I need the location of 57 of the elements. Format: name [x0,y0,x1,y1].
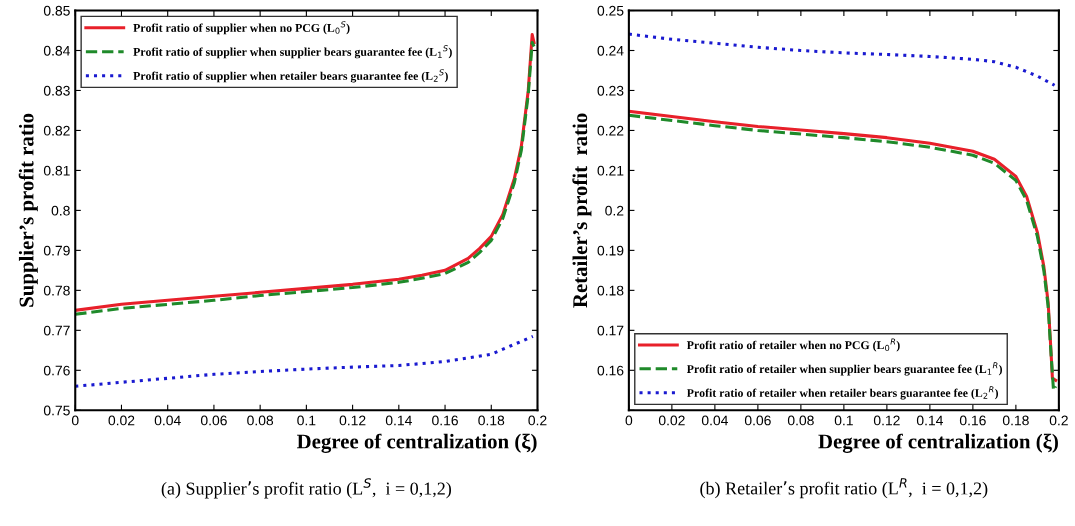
y-tick-label: 0.23 [597,85,624,96]
x-tick-label: 0.2 [1049,415,1068,426]
text: (a) Supplier’s profit ratio (L$^{S}$, i = 0,1,2) [161,478,452,499]
x-axis-title: Degree of centralization (ξ) [296,433,537,453]
y-tick-label: 0.82 [43,125,70,136]
legend-label: Profit ratio of retailer when supplier bears guarantee fee (L$_{1}$$^{R}$) [686,362,1002,376]
y-tick-label: 0.76 [43,365,70,376]
y-tick-label: 0.84 [43,45,70,56]
x-tick-label: 0.18 [1002,415,1029,426]
x-tick-label: 0.04 [701,415,728,426]
y-tick-label: 0.78 [43,285,70,296]
x-tick-label: 0.14 [385,415,412,426]
y-tick-label: 0.16 [597,365,624,376]
x-tick-label: 0.1 [834,415,853,426]
x-tick-label: 0.1 [297,415,316,426]
y-tick-label: 0.85 [43,5,70,16]
x-tick-label: 0.2 [528,415,547,426]
x-tick-label: 0.12 [339,415,366,426]
legend-label: Profit ratio of supplier when no PCG (L$_{0}$$^{S}$) [133,21,350,35]
y-tick-label: 0.2 [605,205,624,216]
x-axis-title: Degree of centralization (ξ) [818,433,1058,453]
x-tick-label: 0.06 [744,415,771,426]
x-tick-label: 0.02 [658,415,685,426]
x-tick-label: 0.02 [108,415,135,426]
x-tick-label: 0.08 [787,415,814,426]
y-tick-label: 0.25 [597,5,624,16]
legend-label: Profit ratio of supplier when retailer bears guarantee fee (L$_{2}$$^{S}$) [133,69,448,83]
y-tick-label: 0.8 [51,205,70,216]
x-tick-label: 0.06 [200,415,227,426]
legend-label: Profit ratio of retailer when no PCG (L$_{0}$$^{R}$) [686,338,900,352]
x-tick-label: 0.14 [916,415,943,426]
y-tick-label: 0.75 [43,405,70,416]
x-tick-label: 0.12 [873,415,900,426]
y-tick-label: 0.77 [43,325,70,336]
x-tick-label: 0 [625,415,633,426]
y-axis-title: Retailer’s profit ratio [572,113,592,308]
y-tick-label: 0.21 [597,165,624,176]
legend-label: Profit ratio of retailer when retailer bears guarantee fee (L$_{2}$$^{R}$) [686,386,999,400]
line-series [75,334,535,388]
y-tick-label: 0.24 [597,45,624,56]
x-tick-label: 0.08 [247,415,274,426]
x-tick-label: 0.18 [478,415,505,426]
x-tick-label: 0.16 [959,415,986,426]
text: (b) Retailer’s profit ratio (L$^{R}$, i = 0,1,2) [700,478,988,499]
y-tick-label: 0.18 [597,285,624,296]
y-axis-title: Supplier’s profit ratio [18,113,38,307]
y-tick-label: 0.22 [597,125,624,136]
y-tick-label: 0.79 [43,245,70,256]
y-tick-label: 0.19 [597,245,624,256]
x-tick-label: 0 [71,415,79,426]
x-tick-label: 0.16 [432,415,458,426]
legend-label: Profit ratio of supplier when supplier bears guarantee fee (L$_{1}$$^{S}$) [133,45,452,59]
x-tick-label: 0.04 [154,415,181,426]
y-tick-label: 0.83 [43,85,70,96]
y-tick-label: 0.81 [43,165,70,176]
line-series [628,32,1057,87]
y-tick-label: 0.17 [597,325,624,336]
